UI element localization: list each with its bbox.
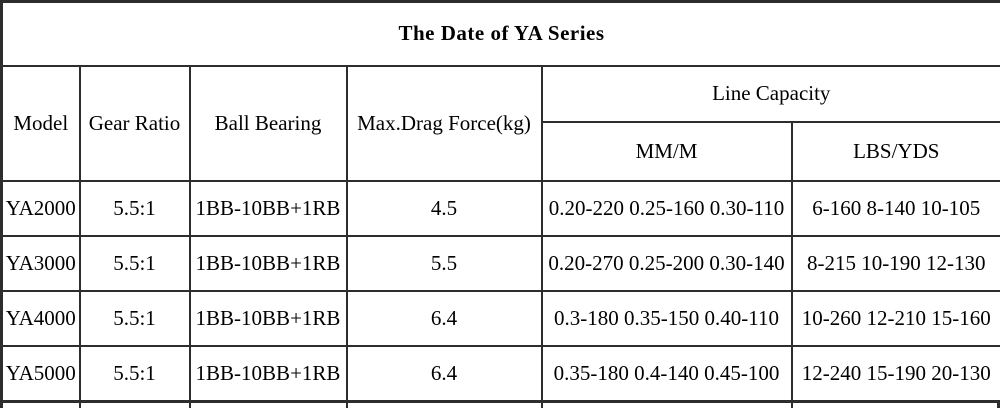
cell-max-drag: 6.4 <box>345 290 543 348</box>
page-title: The Date of YA Series <box>0 0 1000 67</box>
cell-gear-ratio: 5.5:1 <box>78 290 191 348</box>
col-header-model: Model <box>0 64 81 183</box>
table-row-ya4000: YA4000 5.5:1 1BB-10BB+1RB 6.4 0.3-180 0.… <box>0 290 1000 348</box>
gridline-remnant <box>0 400 3 408</box>
table-row-ya5000: YA5000 5.5:1 1BB-10BB+1RB 6.4 0.35-180 0… <box>0 345 1000 403</box>
cell-model: YA2000 <box>0 180 81 238</box>
col-header-max-drag: Max.Drag Force(kg) <box>345 64 543 183</box>
gridline-remnant <box>997 400 1000 408</box>
cell-lbs-yds: 10-260 12-210 15-160 <box>790 290 1000 348</box>
cell-ball-bearing: 1BB-10BB+1RB <box>188 290 348 348</box>
cell-model: YA4000 <box>0 290 81 348</box>
col-header-lbs-yds: LBS/YDS <box>790 120 1000 183</box>
header-row-sub: MM/M LBS/YDS <box>2 120 1000 183</box>
cell-max-drag: 6.4 <box>345 345 543 403</box>
col-header-mm-m: MM/M <box>540 120 793 183</box>
cell-ball-bearing: 1BB-10BB+1RB <box>188 180 348 238</box>
cell-mm-m: 0.20-220 0.25-160 0.30-110 <box>540 180 793 238</box>
cell-gear-ratio: 5.5:1 <box>78 235 191 293</box>
header-row-top: Model Gear Ratio Ball Bearing Max.Drag F… <box>0 64 1000 183</box>
col-header-line-capacity: Line Capacity <box>540 64 1000 123</box>
cell-lbs-yds: 8-215 10-190 12-130 <box>790 235 1000 293</box>
col-header-ball-bearing: Ball Bearing <box>188 64 348 183</box>
gridline-remnant <box>79 400 81 408</box>
cell-max-drag: 5.5 <box>345 235 543 293</box>
gridline-remnant <box>346 400 348 408</box>
cell-lbs-yds: 6-160 8-140 10-105 <box>790 180 1000 238</box>
gridline-remnant <box>541 400 543 408</box>
gridline-remnant <box>189 400 191 408</box>
cell-model: YA5000 <box>0 345 81 403</box>
cell-gear-ratio: 5.5:1 <box>78 345 191 403</box>
cell-model: YA3000 <box>0 235 81 293</box>
cell-ball-bearing: 1BB-10BB+1RB <box>188 235 348 293</box>
cell-mm-m: 0.3-180 0.35-150 0.40-110 <box>540 290 793 348</box>
cell-mm-m: 0.35-180 0.4-140 0.45-100 <box>540 345 793 403</box>
cell-gear-ratio: 5.5:1 <box>78 180 191 238</box>
cell-ball-bearing: 1BB-10BB+1RB <box>188 345 348 403</box>
title-row: The Date of YA Series <box>0 0 1000 67</box>
table-row-ya3000: YA3000 5.5:1 1BB-10BB+1RB 5.5 0.20-270 0… <box>0 235 1000 293</box>
gridline-remnant <box>791 400 793 408</box>
col-header-gear-ratio: Gear Ratio <box>78 64 191 183</box>
cell-mm-m: 0.20-270 0.25-200 0.30-140 <box>540 235 793 293</box>
table-row-ya2000: YA2000 5.5:1 1BB-10BB+1RB 4.5 0.20-220 0… <box>0 180 1000 238</box>
cell-lbs-yds: 12-240 15-190 20-130 <box>790 345 1000 403</box>
cell-max-drag: 4.5 <box>345 180 543 238</box>
